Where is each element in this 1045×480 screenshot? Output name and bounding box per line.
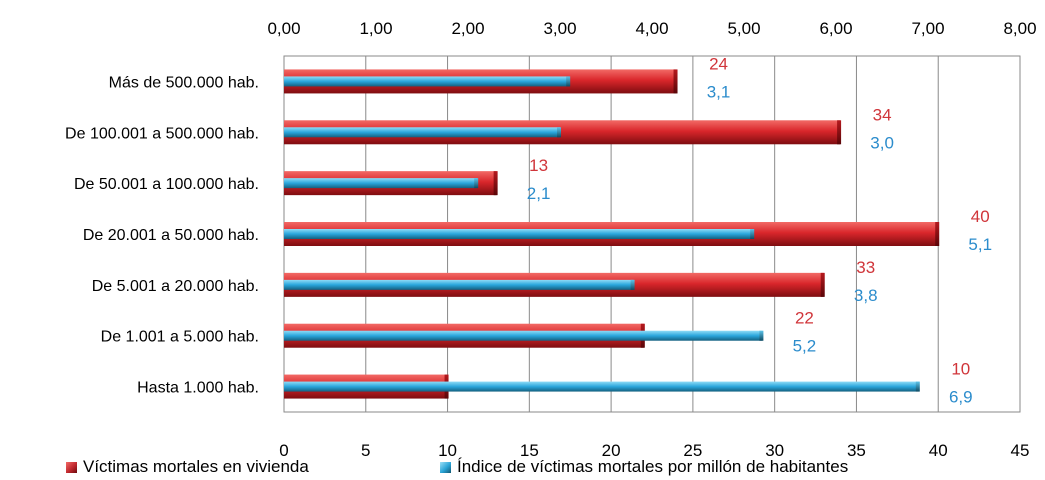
bottom-axis-tick-label: 35 [847, 441, 866, 460]
bar-blue-cap [915, 381, 920, 392]
data-label-blue: 3,8 [854, 286, 878, 305]
category-label: De 20.001 a 50.000 hab. [83, 227, 259, 244]
category-label: Más de 500.000 hab. [109, 74, 259, 91]
legend-blue: Índice de víctimas mortales por millón d… [440, 457, 848, 477]
bottom-axis-tick-label: 20 [602, 441, 621, 460]
data-label-blue: 5,1 [968, 235, 992, 254]
bar-red-cap [820, 272, 825, 297]
bar-blue-body [284, 330, 763, 341]
bar-blue [284, 330, 764, 341]
top-axis-tick-label: 6,00 [819, 19, 852, 38]
category-label: De 100.001 a 500.000 hab. [65, 125, 259, 142]
bottom-axis-tick-label: 0 [279, 441, 288, 460]
data-label-blue: 3,1 [707, 82, 731, 101]
bar-red-cap [673, 69, 678, 94]
bar-blue-body [284, 279, 634, 290]
bottom-axis-tick-label: 15 [520, 441, 539, 460]
top-axis-tick-label: 7,00 [911, 19, 944, 38]
data-label-red: 24 [709, 54, 728, 73]
bottom-axis-tick-label: 30 [765, 441, 784, 460]
bottom-axis-tick-label: 25 [683, 441, 702, 460]
data-label-red: 33 [856, 258, 875, 277]
top-axis-tick-label: 2,00 [451, 19, 484, 38]
data-label-red: 22 [795, 309, 814, 328]
bar-blue-body [284, 229, 754, 239]
bar-red-body [284, 120, 841, 145]
bottom-axis-tick-label: 10 [438, 441, 457, 460]
data-label-blue: 5,2 [793, 337, 817, 356]
bar-blue-body [284, 76, 570, 87]
bar-blue [284, 127, 561, 138]
top-axis-tick-label: 4,00 [635, 19, 668, 38]
bottom-axis-tick-label: 40 [929, 441, 948, 460]
legend-red-swatch [66, 461, 77, 473]
top-axis-tick-label: 0,00 [267, 19, 300, 38]
legend-blue-label: Índice de víctimas mortales por millón d… [457, 457, 849, 476]
data-label-red: 40 [971, 207, 990, 226]
legend-red-label: Víctimas mortales en vivienda [83, 457, 309, 476]
bar-red-cap [493, 171, 498, 196]
legend-blue-swatch [440, 461, 451, 473]
category-label: De 5.001 a 20.000 hab. [92, 278, 259, 295]
legend-red: Víctimas mortales en vivienda [66, 457, 309, 477]
data-label-red: 13 [529, 156, 548, 175]
bar-blue-cap [474, 178, 479, 189]
bar-red-cap [837, 120, 842, 145]
bar-blue-body [284, 127, 560, 138]
bar-blue [284, 76, 571, 87]
category-label: De 1.001 a 5.000 hab. [101, 329, 259, 346]
top-axis-tick-label: 1,00 [359, 19, 392, 38]
bottom-axis-tick-label: 5 [361, 441, 370, 460]
top-axis-tick-label: 8,00 [1003, 19, 1036, 38]
bar-blue-cap [557, 127, 561, 138]
data-label-red: 34 [873, 105, 892, 124]
top-axis-tick-label: 5,00 [727, 19, 760, 38]
data-label-red: 10 [951, 360, 970, 379]
bar-blue-cap [750, 229, 755, 239]
bottom-axis-tick-label: 45 [1011, 441, 1030, 460]
bar-blue-cap [759, 330, 764, 341]
bar-blue [284, 381, 920, 392]
category-label: De 50.001 a 100.000 hab. [74, 176, 259, 193]
top-axis-tick-label: 3,00 [543, 19, 576, 38]
bar-blue [284, 279, 635, 290]
data-label-blue: 3,0 [870, 133, 894, 152]
bar-blue-cap [566, 76, 571, 87]
data-label-blue: 2,1 [527, 184, 551, 203]
bar-red [284, 120, 842, 145]
bar-blue [284, 229, 755, 239]
bar-blue-body [284, 178, 478, 189]
category-label: Hasta 1.000 hab. [137, 380, 259, 397]
bar-red-cap [935, 222, 940, 246]
data-label-blue: 6,9 [949, 388, 973, 407]
bar-blue-cap [630, 279, 635, 290]
bar-blue-body [284, 381, 919, 392]
bar-blue [284, 178, 479, 189]
